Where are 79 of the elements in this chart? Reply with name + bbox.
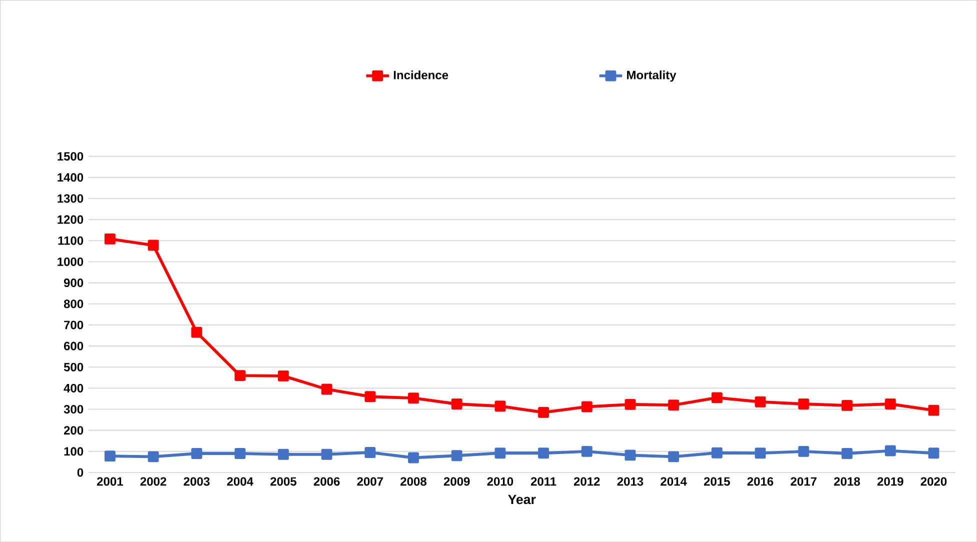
point <box>148 451 159 462</box>
y-tick-label: 1000 <box>58 257 84 266</box>
x-tick-label: 2020 <box>920 477 947 486</box>
point <box>711 447 722 458</box>
x-tick-label: 2005 <box>270 477 296 486</box>
x-tick-label: 2008 <box>400 477 426 486</box>
point <box>408 392 419 404</box>
y-tick-label: 400 <box>64 384 84 392</box>
x-tick-label: 2017 <box>790 477 816 486</box>
x-tick-label: 2010 <box>487 477 514 486</box>
x-tick-label: 2001 <box>97 477 123 486</box>
y-tick-label: 100 <box>64 447 84 456</box>
point <box>234 370 246 381</box>
y-tick-label: 1200 <box>58 215 84 224</box>
y-tick-label: 0 <box>77 468 84 477</box>
point <box>928 448 940 459</box>
y-tick-label: 300 <box>64 404 84 414</box>
x-tick-label: 2009 <box>444 477 470 486</box>
y-tick-label: 1100 <box>58 236 84 245</box>
point <box>754 396 766 408</box>
point <box>798 398 810 410</box>
point <box>538 406 550 418</box>
point <box>494 400 506 412</box>
point <box>148 240 159 251</box>
point <box>842 400 852 411</box>
point <box>711 392 722 404</box>
point <box>928 404 940 416</box>
y-tick-label: 700 <box>64 320 84 330</box>
point <box>668 400 680 410</box>
point <box>624 398 636 410</box>
point <box>104 233 116 244</box>
point <box>842 448 852 459</box>
y-tick-label: 1400 <box>58 173 84 182</box>
point <box>798 446 810 457</box>
y-tick-label: 200 <box>64 426 84 435</box>
point <box>321 448 332 460</box>
point <box>408 452 419 464</box>
x-tick-label: 2004 <box>227 477 254 486</box>
y-tick-label: 900 <box>64 278 84 287</box>
x-tick-label: 2016 <box>747 477 774 486</box>
legend-label: Mortality <box>627 70 676 82</box>
point <box>494 448 506 459</box>
y-tick-label: 500 <box>64 362 84 372</box>
y-tick-label: 1500 <box>58 152 84 161</box>
x-tick-label: 2006 <box>314 477 340 486</box>
x-tick-label: 2018 <box>834 477 860 486</box>
point <box>191 326 202 338</box>
x-tick-label: 2012 <box>574 477 600 486</box>
x-tick-label: 2015 <box>704 477 730 486</box>
y-tick-label: 1300 <box>58 194 84 203</box>
y-tick-label: 600 <box>64 342 84 350</box>
x-axis-title: Year <box>508 494 536 504</box>
point <box>278 370 289 382</box>
point <box>754 448 766 459</box>
point <box>191 448 202 459</box>
x-tick-label: 2007 <box>357 477 383 486</box>
point <box>278 448 289 460</box>
point <box>538 448 550 459</box>
x-tick-label: 2002 <box>140 477 166 486</box>
x-tick-label: 2011 <box>530 477 556 486</box>
point <box>451 450 462 462</box>
point <box>884 445 896 456</box>
point <box>364 391 376 402</box>
point <box>234 448 246 459</box>
point <box>364 446 376 458</box>
x-tick-label: 2019 <box>877 477 904 486</box>
y-tick-label: 800 <box>64 300 84 308</box>
point <box>884 398 896 410</box>
point <box>624 450 636 461</box>
point <box>668 451 680 462</box>
point <box>451 398 462 410</box>
point <box>104 450 116 462</box>
x-tick-label: 2003 <box>184 477 210 486</box>
x-tick-label: 2013 <box>617 477 644 486</box>
point <box>581 401 592 412</box>
point <box>581 446 592 457</box>
legend-label: Incidence <box>394 70 448 80</box>
x-tick-label: 2014 <box>660 477 687 486</box>
point <box>321 384 332 395</box>
